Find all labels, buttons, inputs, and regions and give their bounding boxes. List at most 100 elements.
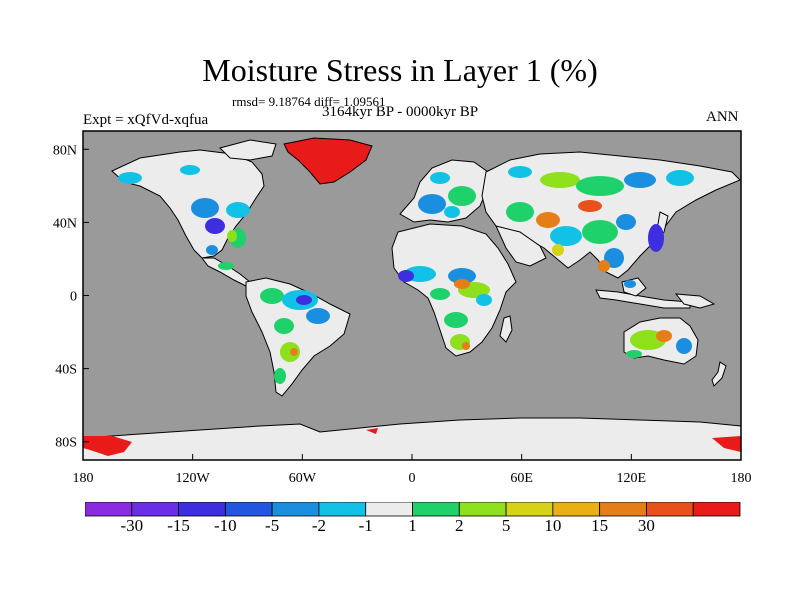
land-arctic-islands: [219, 139, 277, 161]
lat-tick-label: 80N: [53, 143, 77, 158]
anomaly-patch: [552, 244, 564, 256]
colorbar-label: 5: [501, 516, 511, 535]
colorbar-swatch: [552, 502, 601, 517]
lat-tick-label: 40N: [53, 216, 77, 231]
anomaly-patch: [296, 295, 312, 305]
colorbar-swatch: [178, 502, 226, 517]
anomaly-patch: [430, 172, 450, 184]
colorbar-label: -15: [167, 516, 190, 535]
colorbar-label: 30: [637, 516, 655, 535]
period-text: 3164kyr BP - 0000kyr BP: [322, 104, 479, 120]
lon-tick-label: 120E: [617, 471, 647, 486]
colorbar-label: -1: [358, 516, 373, 535]
land-madagascar: [499, 315, 513, 343]
anomaly-patch: [191, 198, 219, 218]
anomaly-patch: [226, 202, 250, 218]
anomaly-patch: [260, 288, 284, 304]
lat-tick-label: 80S: [55, 436, 77, 451]
colorbar-label: -30: [120, 516, 144, 535]
anomaly-patch: [536, 212, 560, 228]
anomaly-patch: [454, 279, 470, 289]
colorbar-swatch: [412, 502, 460, 517]
colorbar-label: 10: [544, 516, 562, 535]
anomaly-patch: [624, 172, 656, 188]
latitude-axis: 80N 40N 0 40S 80S: [53, 143, 89, 451]
anomaly-patch: [598, 260, 610, 272]
land-layer: [83, 137, 741, 460]
anomaly-patch: [398, 270, 414, 282]
anomaly-patch: [444, 312, 468, 328]
anomaly-patch: [430, 288, 450, 300]
anomaly-patch: [205, 218, 225, 234]
anomaly-patch: [290, 348, 298, 356]
colorbar-swatch: [85, 502, 133, 517]
anomaly-patch: [180, 165, 200, 175]
anomaly-patch: [712, 436, 741, 452]
lon-tick-label: 180: [73, 471, 94, 486]
colorbar-swatch: [458, 502, 507, 517]
colorbar-swatch: [505, 502, 554, 517]
anomaly-patches: [83, 165, 741, 456]
lon-tick-label: 120W: [176, 471, 211, 486]
colorbar-label: -10: [214, 516, 237, 535]
colorbar-swatch: [692, 502, 741, 517]
anomaly-patch: [118, 172, 142, 184]
anomaly-patch: [616, 214, 636, 230]
anomaly-patch: [506, 202, 534, 222]
colorbar-swatch: [646, 502, 694, 517]
land-africa: [391, 223, 517, 357]
season-label: ANN: [706, 109, 739, 125]
colorbar-swatch: [599, 502, 647, 517]
land-new-guinea: [674, 293, 716, 309]
anomaly-patch: [648, 224, 664, 252]
anomaly-patch: [582, 220, 618, 244]
colorbar-label: -5: [265, 516, 280, 535]
lon-tick-label: 60E: [510, 471, 533, 486]
colorbar: [85, 502, 741, 517]
anomaly-patch: [418, 194, 446, 214]
colorbar-label: 1: [408, 516, 417, 535]
anomaly-patch: [206, 245, 218, 255]
colorbar-swatch: [365, 502, 413, 517]
colorbar-label: -2: [311, 516, 326, 535]
anomaly-patch: [676, 338, 692, 354]
anomaly-patch: [540, 172, 580, 188]
lat-tick-label: 40S: [55, 363, 77, 378]
anomaly-patch: [462, 342, 470, 350]
anomaly-patch: [626, 350, 642, 358]
lat-tick-label: 0: [70, 290, 77, 305]
anomaly-patch: [624, 280, 636, 288]
colorbar-label: 15: [591, 516, 609, 535]
anomaly-patch: [448, 186, 476, 206]
anomaly-patch: [444, 206, 460, 218]
colorbar-swatch: [271, 502, 320, 517]
land-arabia: [495, 225, 547, 267]
anomaly-patch: [578, 200, 602, 212]
anomaly-patch: [508, 166, 532, 178]
land-new-zealand: [711, 361, 727, 387]
colorbar-label: 2: [455, 516, 464, 535]
colorbar-swatch: [131, 502, 179, 517]
anomaly-patch: [366, 428, 378, 434]
anomaly-patch: [576, 176, 624, 196]
anomaly-patch: [274, 368, 286, 384]
lon-tick-label: 180: [731, 471, 752, 486]
lon-tick-label: 0: [409, 471, 416, 486]
anomaly-patch: [448, 268, 476, 284]
longitude-axis: 180 120W 60W 0 60E 120E 180: [73, 454, 752, 486]
colorbar-swatch: [318, 502, 367, 517]
anomaly-patch: [274, 318, 294, 334]
anomaly-patch: [83, 436, 132, 456]
anomaly-patch: [306, 308, 330, 324]
anomaly-patch: [476, 294, 492, 306]
anomaly-patch: [656, 330, 672, 342]
anomaly-patch: [550, 226, 582, 246]
land-greenland: [283, 137, 373, 185]
land-antarctica: [83, 417, 741, 460]
anomaly-patch: [218, 262, 234, 270]
colorbar-swatch: [224, 502, 273, 517]
experiment-label: Expt = xQfVd-xqfua: [83, 112, 209, 128]
map-title: Moisture Stress in Layer 1 (%): [202, 52, 598, 88]
lon-tick-label: 60W: [289, 471, 317, 486]
